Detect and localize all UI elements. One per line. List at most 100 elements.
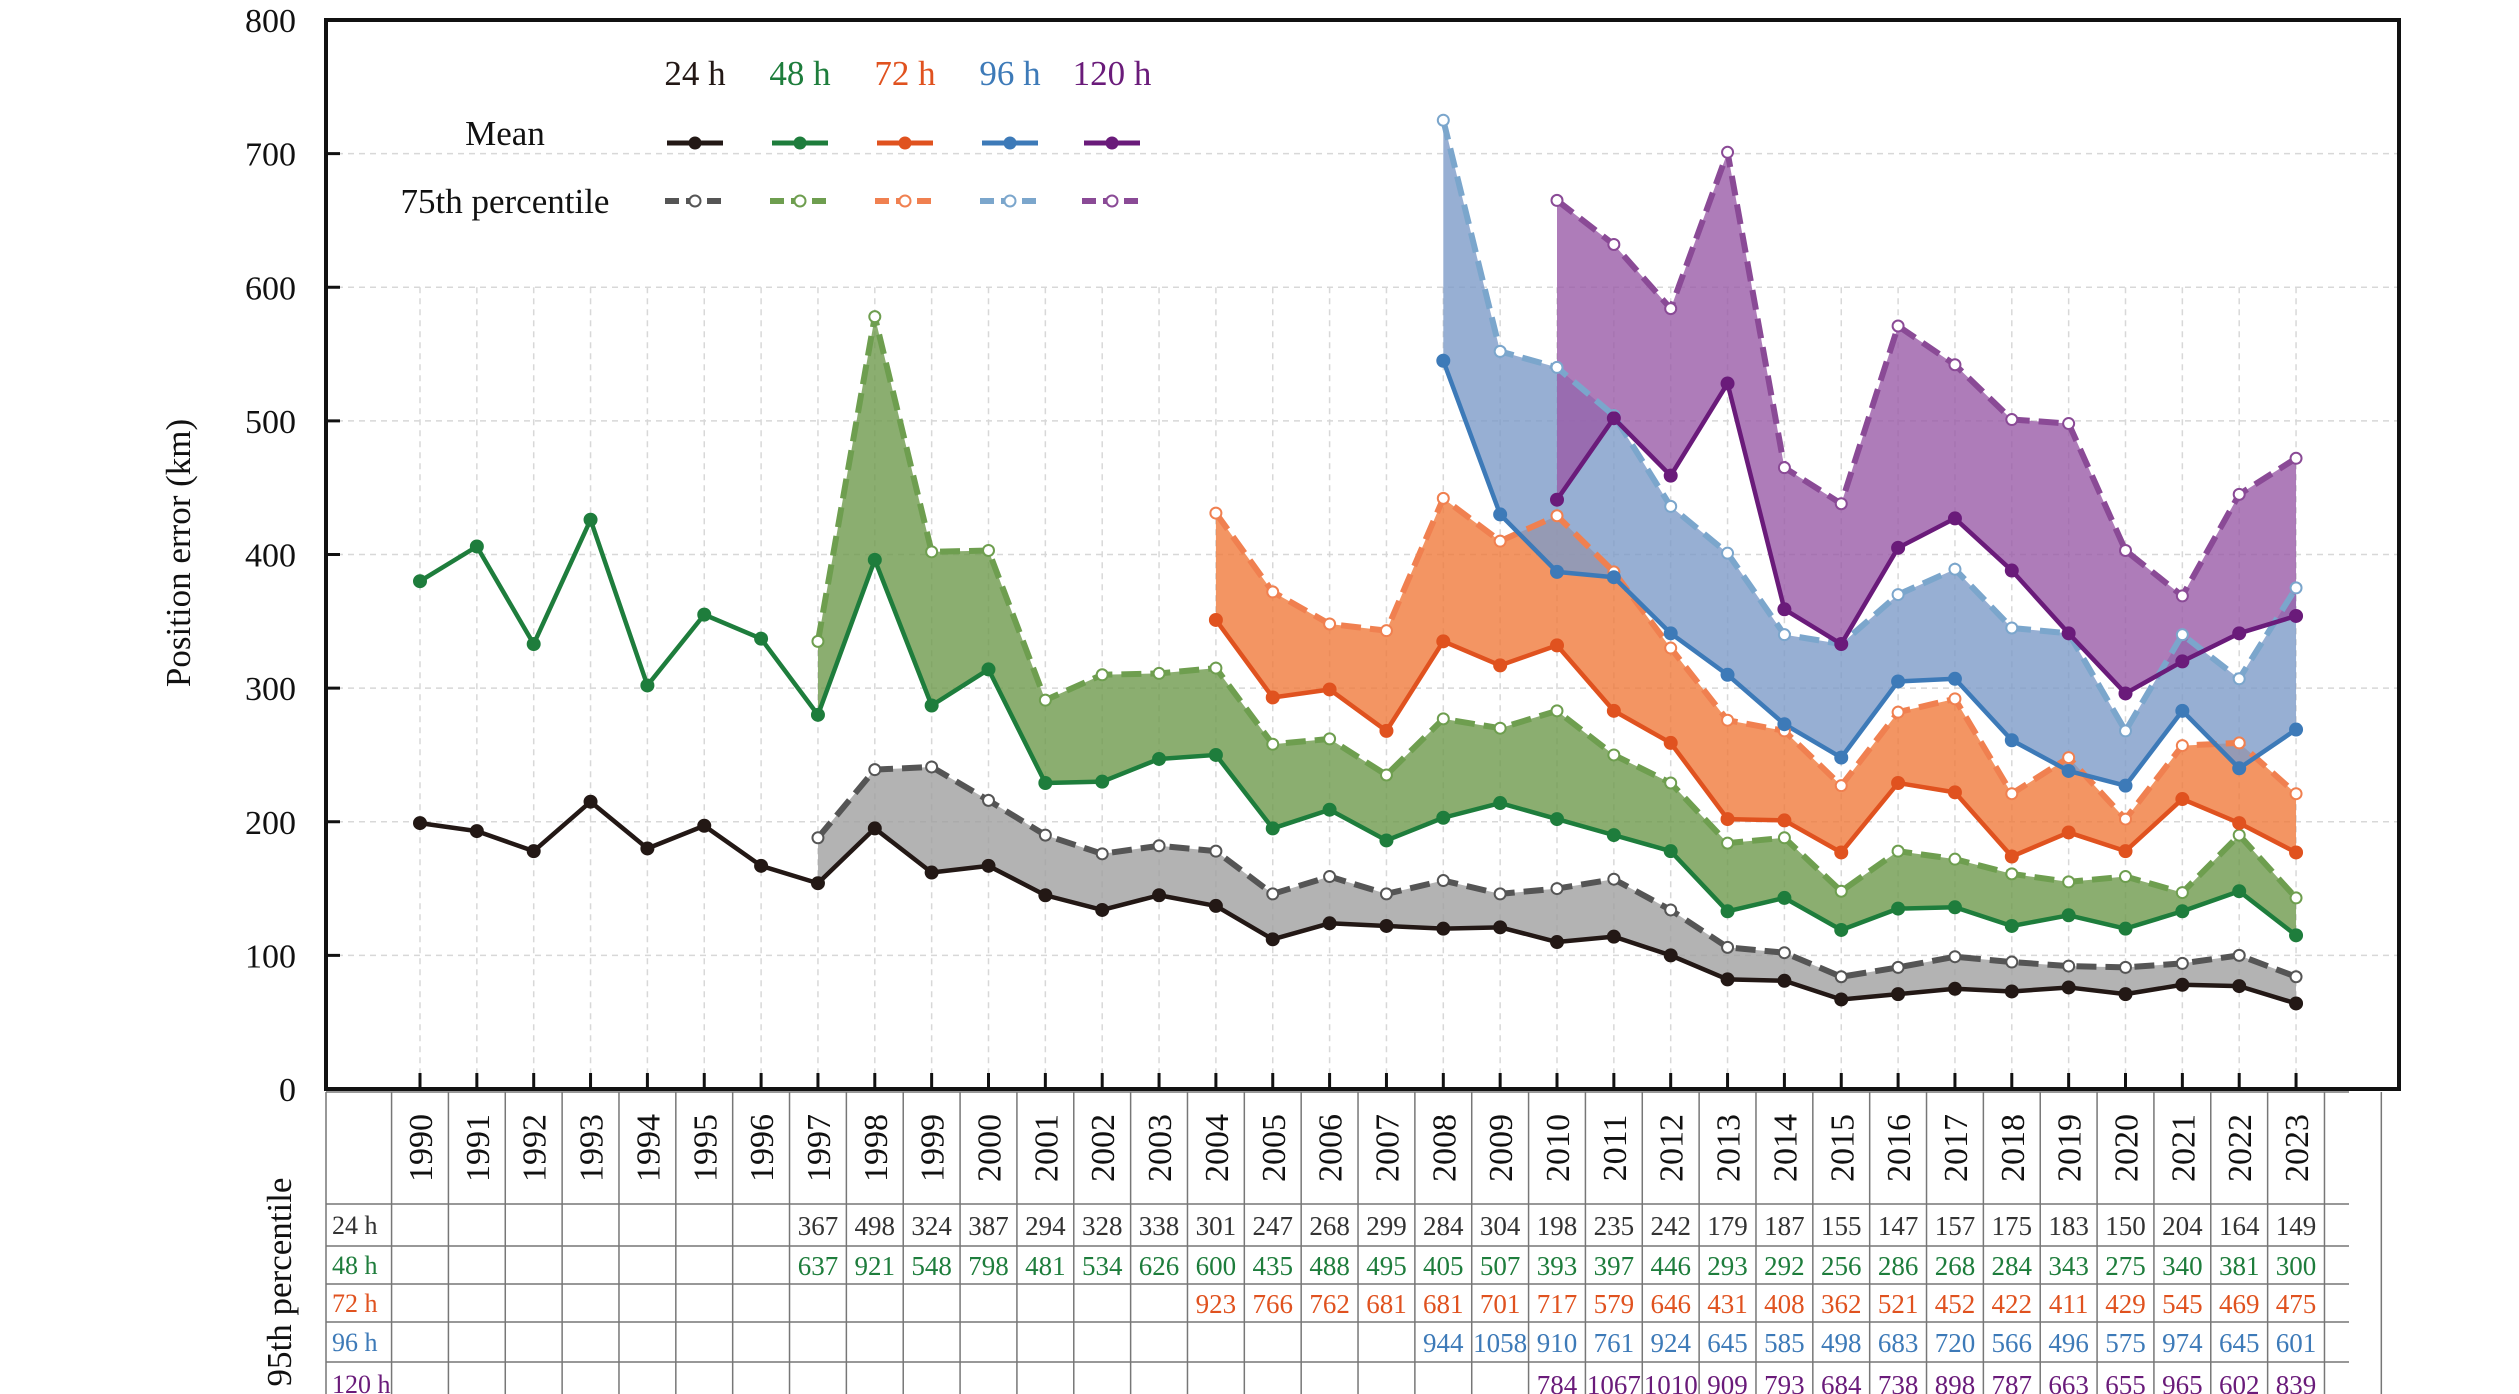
table-cell-72h: 475 [2276, 1289, 2317, 1319]
x-tick-label: 2013 [1711, 1114, 1748, 1182]
mean-point-48h [1891, 901, 1906, 916]
table-cell-72h: 362 [1821, 1289, 1862, 1319]
mean-point-24h [1606, 929, 1621, 944]
mean-point-72h [1891, 775, 1906, 790]
mean-point-48h [1834, 922, 1849, 937]
p75-point-24h [1209, 844, 1223, 858]
x-tick-label: 2021 [2165, 1114, 2202, 1182]
table-cell-72h: 431 [1707, 1289, 1748, 1319]
x-tick-label: 1993 [574, 1114, 611, 1182]
table-cell-96h: 601 [2276, 1328, 2317, 1358]
table-cell-24h: 147 [1878, 1211, 1919, 1241]
table-cell-96h: 720 [1935, 1328, 1976, 1358]
table-side-label: 95th percentile [260, 1178, 299, 1387]
table-cell-96h: 924 [1650, 1328, 1691, 1358]
mean-point-48h [1777, 890, 1792, 905]
table-cell-24h: 164 [2219, 1211, 2260, 1241]
mean-point-120h [2004, 563, 2019, 578]
mean-point-48h [2289, 928, 2304, 943]
mean-point-24h [1550, 935, 1564, 950]
table-cell-120h: 663 [2048, 1370, 2089, 1394]
p75-point-72h [2289, 787, 2303, 801]
table-cell-48h: 637 [798, 1251, 839, 1281]
p75-point-96h [2175, 628, 2189, 642]
legend-row-label-p75: 75th percentile [401, 182, 610, 221]
y-tick-label: 500 [245, 404, 296, 441]
series-markers [413, 113, 2304, 1011]
table-cell-96h: 645 [1707, 1328, 1748, 1358]
mean-point-48h [2061, 908, 2076, 923]
table-cell-48h: 488 [1309, 1251, 1350, 1281]
table-cell-48h: 268 [1935, 1251, 1976, 1281]
mean-point-96h [2289, 722, 2304, 737]
p75-point-120h [1550, 193, 1564, 207]
mean-point-48h [640, 678, 655, 693]
table-cell-96h: 645 [2219, 1328, 2260, 1358]
table-cell-24h: 198 [1537, 1211, 1578, 1241]
table-cell-120h: 898 [1935, 1370, 1976, 1394]
p75-point-24h [2175, 956, 2189, 970]
table-cell-48h: 435 [1253, 1251, 1294, 1281]
p75-point-72h [1323, 617, 1337, 631]
mean-line-96h [1441, 359, 2298, 788]
mean-point-24h [2004, 984, 2019, 999]
p75-point-120h [2175, 589, 2189, 603]
p75-point-24h [2232, 948, 2246, 962]
x-tick-label: 2023 [2279, 1114, 2316, 1182]
p75-point-24h [868, 763, 882, 777]
p75-point-24h [1948, 950, 1962, 964]
p75-point-48h [2005, 867, 2019, 881]
mean-point-72h [2061, 825, 2076, 840]
table-cell-72h: 701 [1480, 1289, 1521, 1319]
table-cell-24h: 204 [2162, 1211, 2203, 1241]
table-cell-120h: 909 [1707, 1370, 1748, 1394]
table-row-label-72h: 72 h [332, 1289, 378, 1318]
p75-point-48h [1664, 776, 1678, 790]
p75-point-48h [2289, 891, 2303, 905]
mean-point-120h [1720, 376, 1735, 391]
p75-point-24h [1266, 887, 1280, 901]
p75-point-120h [1891, 319, 1905, 333]
p75-point-48h [925, 545, 939, 559]
p75-point-72h [1948, 692, 1962, 706]
p75-point-48h [2119, 870, 2132, 884]
x-tick-label: 2015 [1824, 1114, 1861, 1182]
table-cell-96h: 910 [1537, 1328, 1578, 1358]
table-cell-24h: 179 [1707, 1211, 1748, 1241]
p75-point-120h [2232, 487, 2246, 501]
p75-point-120h [1721, 145, 1735, 159]
mean-point-96h [1834, 750, 1849, 765]
p75-point-48h [1834, 884, 1848, 898]
table-cell-24h: 247 [1253, 1211, 1294, 1241]
p75-point-72h [1209, 506, 1223, 520]
mean-point-96h [1436, 353, 1451, 368]
mean-point-48h [526, 637, 541, 652]
mean-point-96h [1720, 667, 1735, 682]
mean-point-72h [1379, 723, 1394, 738]
p75-point-48h [2175, 886, 2189, 900]
p75-point-24h [1436, 874, 1450, 888]
x-tick-label: 1996 [744, 1114, 781, 1182]
legend-header-24h: 24 h [664, 54, 726, 93]
mean-point-24h [1038, 888, 1053, 903]
p75-point-96h [1493, 344, 1507, 358]
p75-point-24h [811, 831, 825, 845]
p75-point-24h [2289, 970, 2303, 984]
p75-point-48h [2232, 828, 2246, 842]
mean-point-48h [810, 707, 825, 722]
p75-point-48h [1038, 693, 1052, 707]
mean-point-24h [867, 821, 882, 836]
p75-point-48h [1777, 831, 1791, 845]
p75-point-96h [2232, 672, 2246, 686]
p75-point-72h [1379, 624, 1393, 638]
p75-point-48h [1948, 852, 1962, 866]
legend-mean-marker-96h [1003, 136, 1017, 150]
table-cell-24h: 235 [1594, 1211, 1635, 1241]
mean-point-24h [1208, 898, 1223, 913]
x-tick-label: 1992 [517, 1114, 554, 1182]
x-tick-label: 2002 [1085, 1114, 1122, 1182]
table-cell-72h: 923 [1196, 1289, 1237, 1319]
p75-point-120h [2062, 417, 2076, 431]
table-cell-48h: 343 [2048, 1251, 2089, 1281]
mean-point-48h [2118, 921, 2133, 936]
